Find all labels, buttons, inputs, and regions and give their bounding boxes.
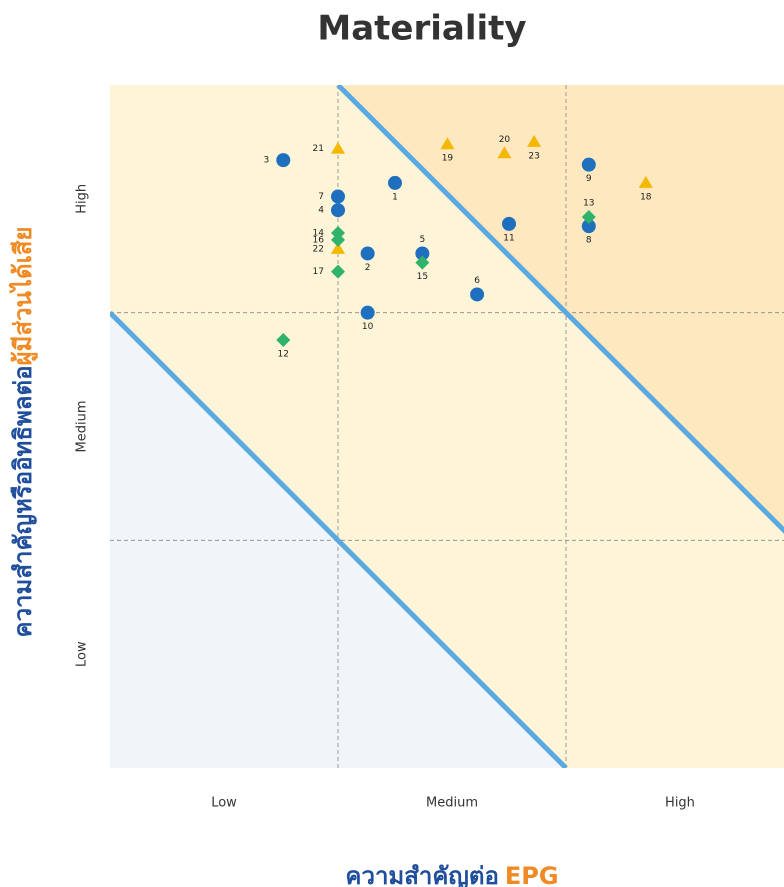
point-label: 15 xyxy=(417,272,428,282)
point xyxy=(497,146,512,159)
point-label: 4 xyxy=(318,206,324,216)
point-label: 18 xyxy=(640,192,652,202)
divider xyxy=(336,85,784,534)
point xyxy=(360,246,375,261)
point-label: 14 xyxy=(313,228,325,238)
point xyxy=(276,332,291,347)
y-tick-label: Low xyxy=(75,641,90,667)
point-label: 1 xyxy=(392,192,398,202)
point xyxy=(502,216,516,231)
point xyxy=(331,241,345,254)
plot-area xyxy=(110,85,784,768)
point xyxy=(331,232,345,247)
point xyxy=(388,175,402,190)
point-label: 22 xyxy=(313,244,324,254)
point-label: 2 xyxy=(365,263,371,273)
point xyxy=(331,203,345,218)
x-axis-title: ความสำคัญต่อ EPG xyxy=(345,862,558,887)
y-title-part: ผู้มีส่วนได้เสีย xyxy=(8,227,38,366)
point xyxy=(581,219,596,234)
point-label: 10 xyxy=(362,322,374,332)
point-label: 23 xyxy=(528,151,539,161)
point xyxy=(331,264,345,279)
point-label: 3 xyxy=(264,156,270,166)
x-tick-label: Low xyxy=(211,796,237,811)
y-tick-label: Medium xyxy=(75,401,90,453)
point-label: 9 xyxy=(586,174,592,184)
point-label: 5 xyxy=(419,235,425,245)
chart-title: Materiality xyxy=(317,9,526,49)
x-tick-label: Medium xyxy=(426,796,478,811)
x-title-part: EPG xyxy=(505,862,559,887)
point-label: 16 xyxy=(313,235,325,245)
point xyxy=(581,210,596,225)
point-label: 19 xyxy=(442,154,454,164)
y-tick-label: High xyxy=(75,184,90,214)
point xyxy=(470,287,485,302)
point xyxy=(527,134,542,147)
point-label: 6 xyxy=(474,276,480,286)
point xyxy=(360,305,375,320)
point-label: 20 xyxy=(499,135,511,145)
point xyxy=(581,157,596,172)
point-label: 13 xyxy=(583,199,594,209)
x-tick-label: High xyxy=(665,796,695,811)
point xyxy=(331,141,345,154)
point-label: 17 xyxy=(313,267,324,277)
y-title-part: ความสำคัญหรืออิทธิพลต่อ xyxy=(9,365,37,637)
divider xyxy=(110,310,568,768)
point xyxy=(638,175,653,188)
point-label: 11 xyxy=(503,233,514,243)
point xyxy=(276,153,291,168)
point-label: 7 xyxy=(318,192,324,202)
point xyxy=(440,137,455,150)
x-title-part: ความสำคัญต่อ xyxy=(345,862,498,887)
point xyxy=(415,246,430,261)
point-label: 21 xyxy=(313,144,324,154)
y-axis-title: ความสำคัญหรืออิทธิพลต่อผู้มีส่วนได้เสีย xyxy=(8,227,38,638)
point xyxy=(331,189,345,204)
point xyxy=(415,255,430,270)
point-label: 12 xyxy=(278,349,289,359)
point-label: 8 xyxy=(586,236,592,246)
